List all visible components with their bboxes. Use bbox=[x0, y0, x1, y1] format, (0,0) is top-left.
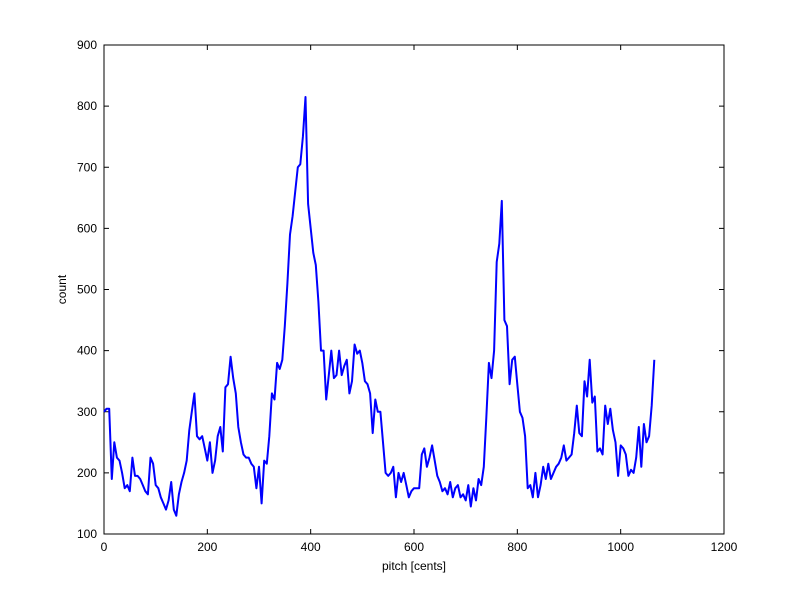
axis-ticks: 0 200 400 600 800 1000 1200 100 200 300 400 500 600 7… bbox=[77, 38, 738, 554]
y-tick-label: 200 bbox=[77, 466, 97, 480]
x-tick-label: 400 bbox=[301, 540, 321, 554]
x-axis-label: pitch [cents] bbox=[382, 559, 446, 573]
y-tick-label: 400 bbox=[77, 344, 97, 358]
plot-area bbox=[103, 44, 725, 535]
y-tick-label: 500 bbox=[77, 283, 97, 297]
y-tick-label: 900 bbox=[77, 38, 97, 52]
y-tick-label: 600 bbox=[77, 221, 97, 235]
x-tick-label: 1200 bbox=[711, 540, 738, 554]
x-tick-label: 200 bbox=[197, 540, 217, 554]
y-axis-label: count bbox=[55, 274, 69, 304]
x-tick-label: 600 bbox=[404, 540, 424, 554]
y-tick-label: 100 bbox=[77, 527, 97, 541]
y-tick-label: 800 bbox=[77, 99, 97, 113]
x-tick-label: 800 bbox=[507, 540, 527, 554]
x-tick-label: 1000 bbox=[607, 540, 634, 554]
x-tick-label: 0 bbox=[101, 540, 108, 554]
y-tick-label: 700 bbox=[77, 160, 97, 174]
y-tick-label: 300 bbox=[77, 405, 97, 419]
series-line bbox=[103, 96, 656, 517]
